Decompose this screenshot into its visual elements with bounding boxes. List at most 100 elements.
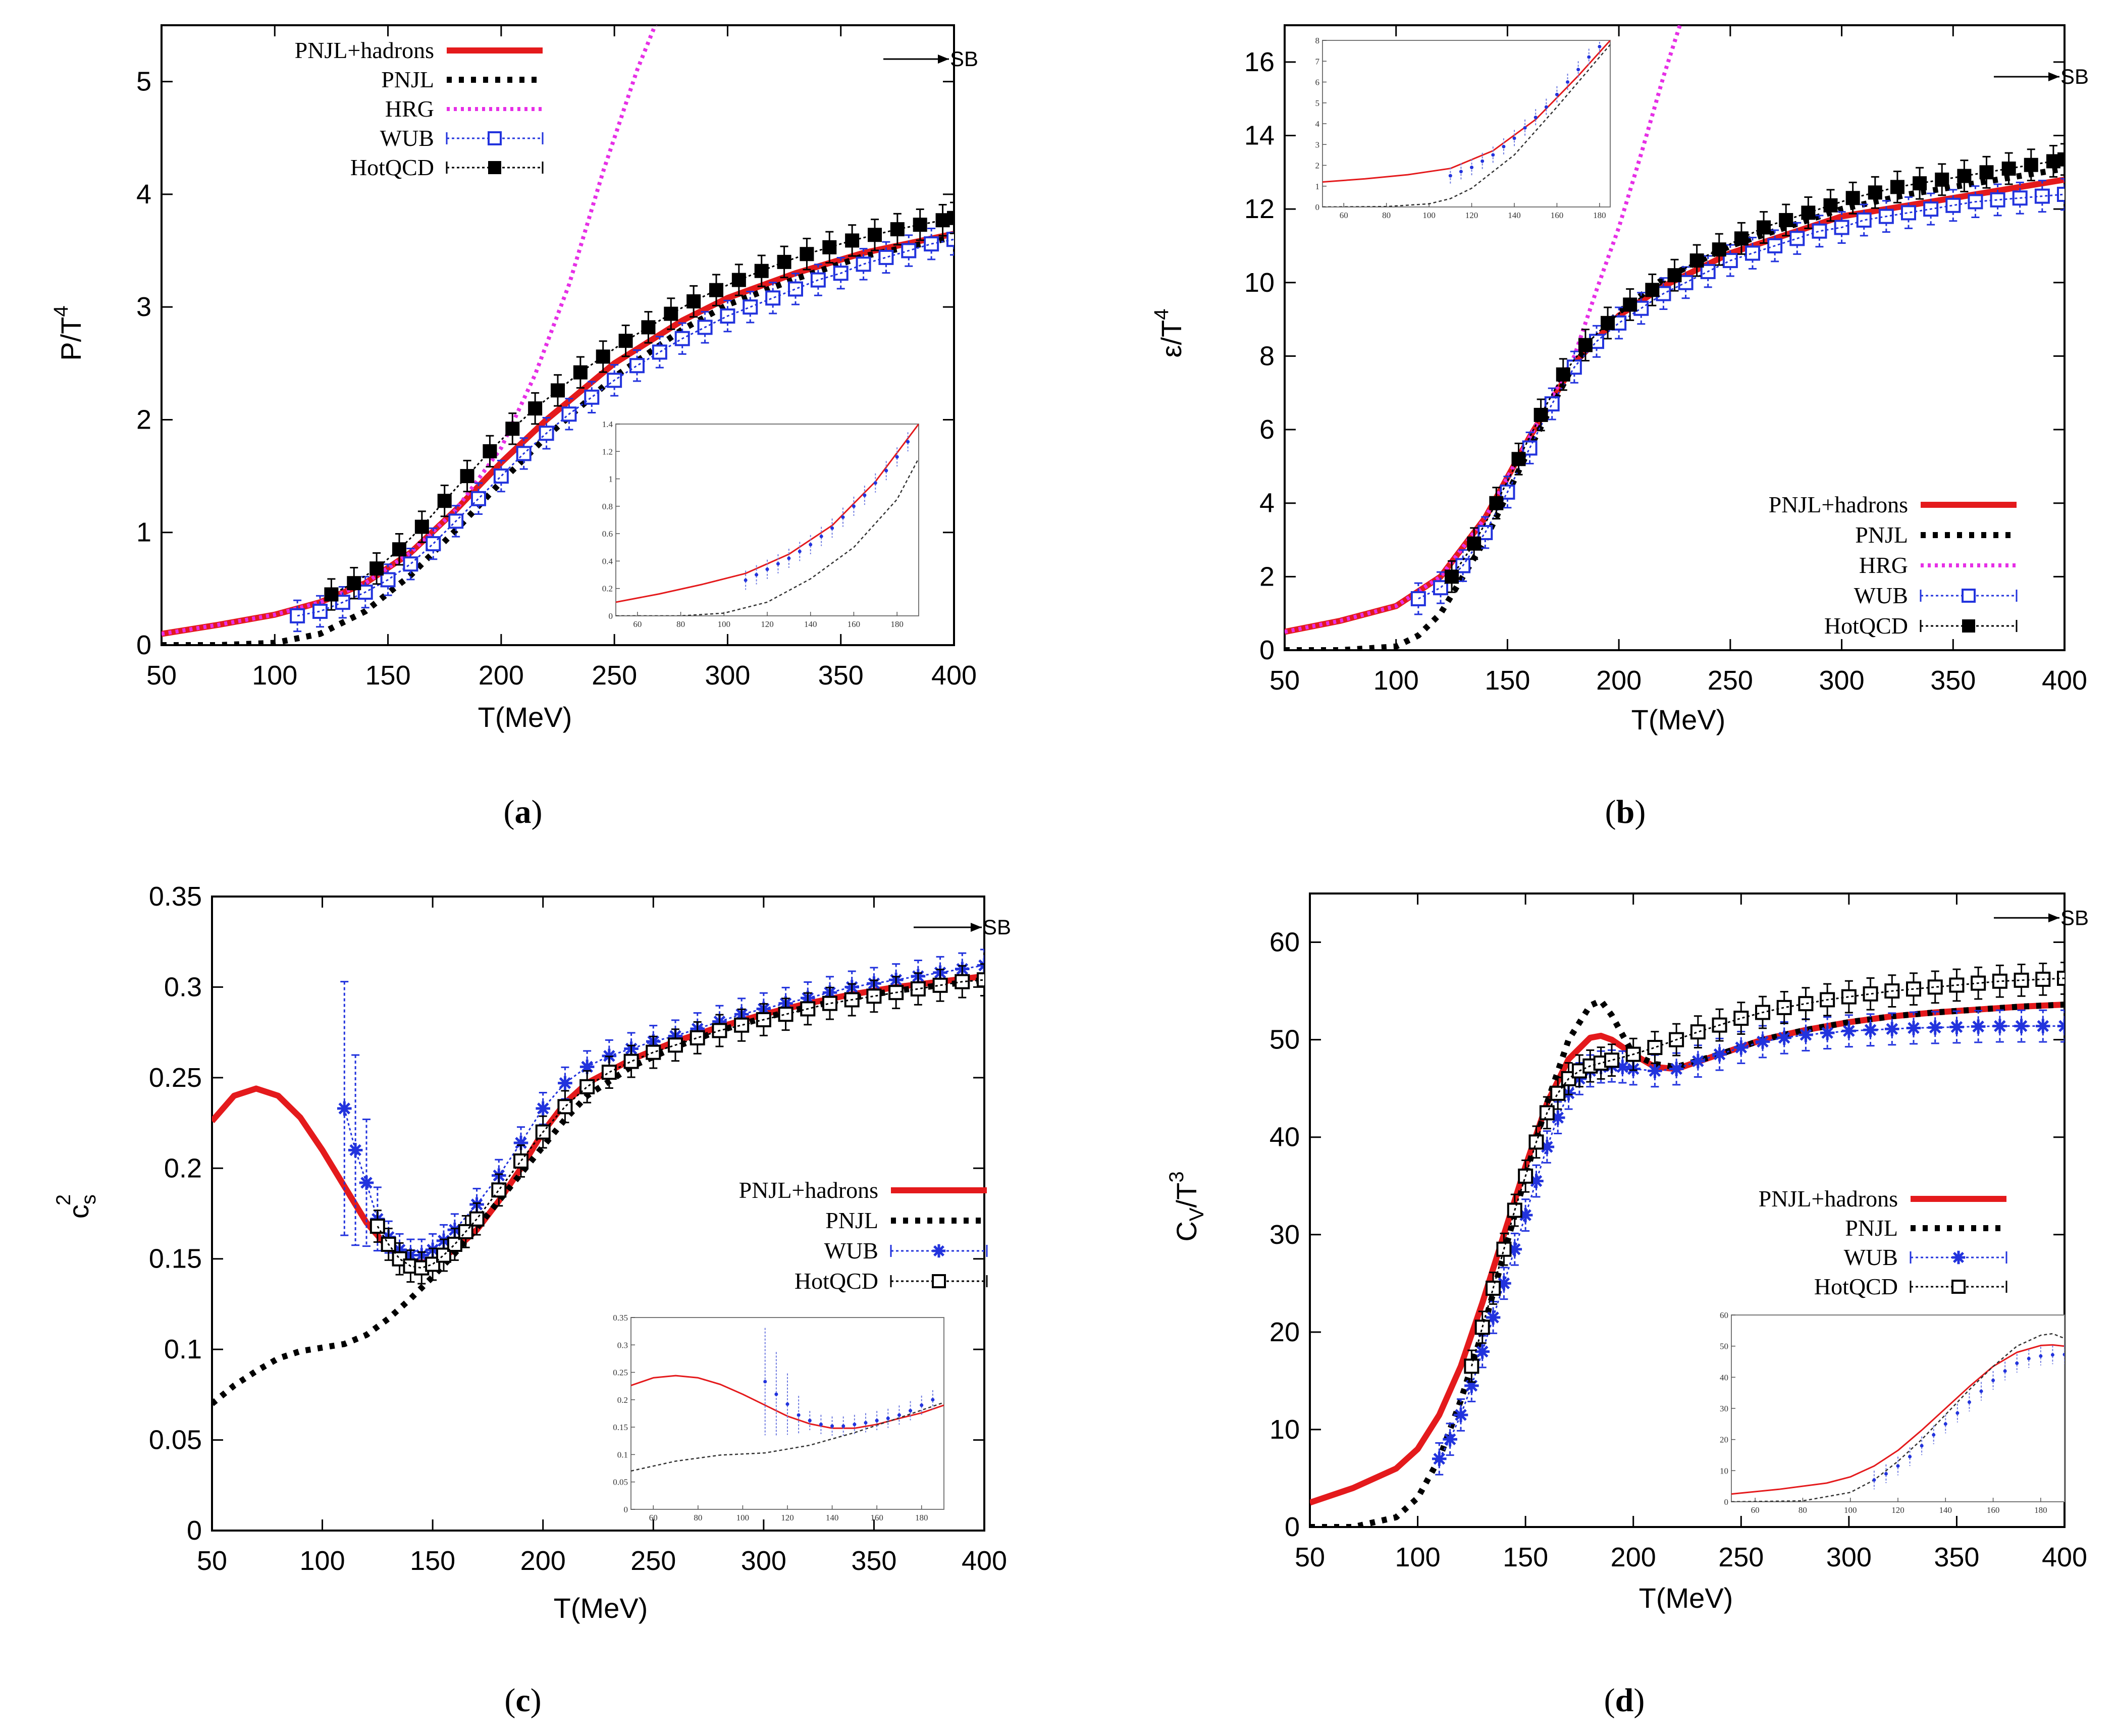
inset-data-point xyxy=(819,535,823,539)
inset-x-tick-label: 180 xyxy=(890,619,904,629)
inset-y-tick-label: 6 xyxy=(1315,78,1320,87)
series-wub-point xyxy=(1992,1019,2007,1033)
inset-data-point xyxy=(2062,1352,2065,1356)
plot-area xyxy=(1310,962,2065,1527)
series-wub-connector xyxy=(1438,1025,2065,1459)
series-hotqcd-point xyxy=(1511,452,1526,466)
inset-data-point xyxy=(819,1423,823,1427)
inset-y-tick-label: 10 xyxy=(1720,1466,1728,1476)
series-wub-point xyxy=(1863,1023,1878,1037)
inset-x-tick-label: 100 xyxy=(736,1513,750,1522)
series-wub-point xyxy=(878,249,894,265)
series-hotqcd-point xyxy=(1647,1040,1663,1056)
inset-y-tick-label: 60 xyxy=(1720,1310,1728,1320)
series-wub-point xyxy=(471,491,486,506)
panel-caption-letter: a xyxy=(515,794,532,830)
series-hotqcd-point xyxy=(800,1001,816,1017)
y-tick-label: 0 xyxy=(1259,635,1275,665)
series-hotqcd-point xyxy=(2014,972,2029,988)
inset-data-point xyxy=(906,440,910,444)
series-hotqcd-point xyxy=(1798,996,1814,1012)
panel-caption-letter: d xyxy=(1615,1682,1634,1719)
series-wub-point xyxy=(1453,1407,1468,1423)
series-wub-connector xyxy=(1418,193,2065,600)
plot-area xyxy=(1285,25,2065,650)
series-hotqcd-point xyxy=(664,306,678,321)
x-tick-label: 200 xyxy=(1596,665,1642,696)
series-hotqcd-point xyxy=(646,1044,661,1060)
y-tick-label: 60 xyxy=(1269,927,1300,958)
inset-x-tick-label: 140 xyxy=(804,619,817,629)
inset-y-tick-label: 0.2 xyxy=(602,584,613,594)
inset-y-tick-label: 0.6 xyxy=(602,529,613,539)
series-hotqcd-point xyxy=(822,240,837,254)
x-tick-label: 400 xyxy=(2042,1542,2087,1572)
sb-arrow-head xyxy=(938,54,949,64)
panel-caption: (c) xyxy=(504,1682,541,1719)
legend-label: PNJL xyxy=(1845,1215,1898,1241)
inset-x-tick-label: 120 xyxy=(781,1513,794,1522)
inset-frame xyxy=(1322,40,1611,207)
inset-x-tick-label: 140 xyxy=(826,1513,839,1522)
legend-label: HotQCD xyxy=(1824,613,1908,639)
inset-x-tick-label: 140 xyxy=(1508,211,1521,220)
y-tick-label: 0.1 xyxy=(164,1334,202,1364)
series-wub-point xyxy=(652,344,667,360)
inset-data-point xyxy=(785,1402,789,1406)
legend-label: WUB xyxy=(1844,1244,1898,1270)
series-hotqcd-point xyxy=(955,974,970,989)
inset-x-tick-label: 120 xyxy=(761,619,774,629)
inset-x-tick-label: 80 xyxy=(1382,211,1391,220)
legend-key-marker-HotQCD xyxy=(488,161,501,174)
plot-frame xyxy=(1284,24,2066,651)
inset-y-tick-label: 1.2 xyxy=(602,447,613,456)
series-wub-point xyxy=(403,556,418,572)
inset-data-point xyxy=(798,549,802,553)
series-wub-point xyxy=(1812,223,1827,239)
panel-caption: (d) xyxy=(1604,1682,1645,1719)
y-axis-label-sup: 4 xyxy=(50,305,72,317)
series-wub-point xyxy=(1990,192,2005,207)
series-hotqcd-point xyxy=(690,1030,705,1045)
inset-data-point xyxy=(1884,1472,1888,1476)
inset-data-point xyxy=(1480,159,1485,163)
chart-panel-0: 50 100 150 200 250 300 350 400012345T(MeV)P/T4S… xyxy=(50,24,978,830)
series-pnjl-hadrons-line xyxy=(1285,176,2065,635)
sb-label: SB xyxy=(2060,906,2089,929)
y-tick-label: 0.25 xyxy=(149,1063,202,1093)
inset-data-point xyxy=(841,1424,845,1428)
series-hotqcd-point xyxy=(513,1153,528,1169)
inset-data-point xyxy=(765,567,769,571)
inset-data-point xyxy=(841,515,845,519)
inset-data-point xyxy=(897,1413,901,1417)
legend-key-marker-WUB xyxy=(1962,589,1976,603)
inset-data-point xyxy=(774,1392,778,1396)
chart-panel-2: 50 100 150 200 250 300 350 400 0 0.05 0.1 0.15 0.2 0.… xyxy=(52,881,1011,1719)
y-tick-label: 10 xyxy=(1244,268,1275,298)
x-tick-label: 150 xyxy=(410,1546,455,1576)
y-tick-label: 0.15 xyxy=(149,1244,202,1274)
series-wub-point xyxy=(1410,591,1426,607)
series-hotqcd-point xyxy=(1556,367,1570,382)
y-tick-label: 0 xyxy=(136,630,151,660)
x-tick-label: 400 xyxy=(962,1546,1007,1576)
sb-label: SB xyxy=(983,915,1011,939)
series-hotqcd-point xyxy=(1927,979,1943,995)
inset-x-tick-label: 60 xyxy=(1340,211,1348,220)
inset-data-point xyxy=(1598,44,1602,48)
series-wub-point xyxy=(2014,1019,2029,1033)
x-tick-label: 100 xyxy=(1395,1542,1441,1572)
inset-x-tick-label: 100 xyxy=(718,619,731,629)
series-wub-point xyxy=(1901,205,1916,221)
series-hotqcd-point xyxy=(381,1237,396,1252)
x-tick-label: 50 xyxy=(146,660,177,691)
inset-data-point xyxy=(884,468,888,472)
inset-data-point xyxy=(1872,1478,1876,1482)
x-tick-label: 150 xyxy=(1485,665,1530,696)
series-hotqcd-point xyxy=(1690,1024,1706,1040)
inset-data-point xyxy=(830,526,834,530)
inset-x-tick-label: 180 xyxy=(2034,1505,2047,1515)
legend-key-marker-WUB xyxy=(488,131,502,145)
panel-caption-close: ) xyxy=(531,1682,542,1719)
inset-x-tick-label: 80 xyxy=(1798,1505,1807,1515)
